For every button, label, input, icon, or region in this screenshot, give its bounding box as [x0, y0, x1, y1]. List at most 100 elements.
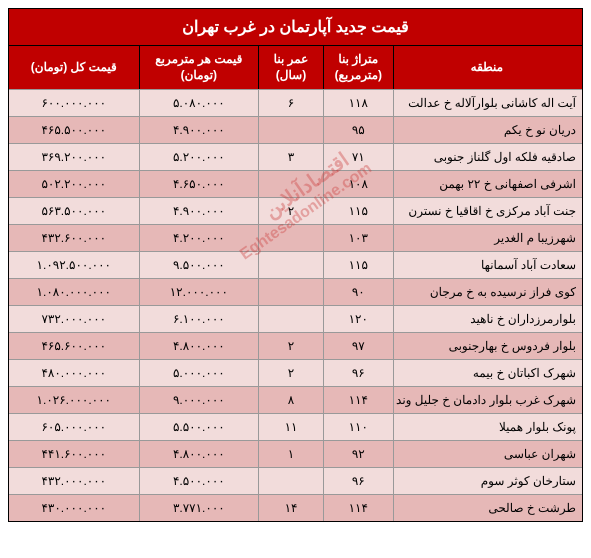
table-row: سعادت آباد آسمانها۱۱۵ ۹.۵۰۰.۰۰۰۱.۰۹۲.۵۰۰.…	[9, 251, 582, 278]
cell-region: ستارخان کوثر سوم	[393, 467, 582, 494]
cell-age	[258, 305, 323, 332]
col-header-price-sqm: قیمت هر مترمربع (تومان)	[139, 46, 259, 89]
cell-age: ۲	[258, 359, 323, 386]
cell-region: صادقیه فلکه اول گلناز جنوبی	[393, 143, 582, 170]
table-row: صادقیه فلکه اول گلناز جنوبی۷۱۳۵.۲۰۰.۰۰۰۳…	[9, 143, 582, 170]
cell-price-total: ۱.۰۹۲.۵۰۰.۰۰۰	[9, 251, 139, 278]
cell-region: شهرک اکباتان خ بیمه	[393, 359, 582, 386]
cell-price-sqm: ۴.۹۰۰.۰۰۰	[139, 116, 259, 143]
cell-area: ۱۱۰	[323, 413, 393, 440]
col-header-price-total: قیمت کل (تومان)	[9, 46, 139, 89]
cell-price-sqm: ۴.۵۰۰.۰۰۰	[139, 467, 259, 494]
cell-age: ۶	[258, 89, 323, 116]
cell-price-sqm: ۴.۸۰۰.۰۰۰	[139, 332, 259, 359]
table-row: جنت آباد مرکزی خ اقاقیا خ نسترن۱۱۵۲۴.۹۰۰…	[9, 197, 582, 224]
cell-age	[258, 116, 323, 143]
cell-region: سعادت آباد آسمانها	[393, 251, 582, 278]
cell-region: جنت آباد مرکزی خ اقاقیا خ نسترن	[393, 197, 582, 224]
cell-area: ۱۰۳	[323, 224, 393, 251]
table-row: دریان نو خ یکم۹۵۴.۹۰۰.۰۰۰۴۶۵.۵۰۰.۰۰۰	[9, 116, 582, 143]
table-row: اشرفی اصفهانی خ ۲۲ بهمن۱۰۸۴.۶۵۰.۰۰۰۵۰۲.۲…	[9, 170, 582, 197]
cell-price-sqm: ۵.۲۰۰.۰۰۰	[139, 143, 259, 170]
cell-price-total: ۴۸۰.۰۰۰.۰۰۰	[9, 359, 139, 386]
table-header: منطقه متراژ بنا (مترمربع) عمر بنا (سال) …	[9, 46, 582, 89]
cell-age	[258, 467, 323, 494]
cell-region: بلوار فردوس خ بهارجنوبی	[393, 332, 582, 359]
cell-region: شهرک غرب بلوار دادمان خ جلیل وند	[393, 386, 582, 413]
table-row: شهرک اکباتان خ بیمه۹۶۲۵.۰۰۰.۰۰۰۴۸۰.۰۰۰.۰…	[9, 359, 582, 386]
cell-age	[258, 224, 323, 251]
table-row: شهرک غرب بلوار دادمان خ جلیل وند۱۱۴۸۹.۰۰…	[9, 386, 582, 413]
cell-age: ۱۱	[258, 413, 323, 440]
cell-price-sqm: ۵.۰۸۰.۰۰۰	[139, 89, 259, 116]
cell-price-total: ۶۰۵.۰۰۰.۰۰۰	[9, 413, 139, 440]
cell-price-total: ۴۴۱.۶۰۰.۰۰۰	[9, 440, 139, 467]
cell-region: شهران عباسی	[393, 440, 582, 467]
cell-age: ۲	[258, 197, 323, 224]
table-row: کوی فراز نرسیده به خ مرجان۹۰ ۱۲.۰۰۰.۰۰۰۱.…	[9, 278, 582, 305]
cell-price-total: ۵۶۳.۵۰۰.۰۰۰	[9, 197, 139, 224]
cell-region: پونک بلوار همیلا	[393, 413, 582, 440]
cell-price-total: ۱.۰۲۶.۰۰۰.۰۰۰	[9, 386, 139, 413]
col-header-age: عمر بنا (سال)	[258, 46, 323, 89]
cell-area: ۱۱۸	[323, 89, 393, 116]
cell-area: ۹۶	[323, 467, 393, 494]
cell-age: ۳	[258, 143, 323, 170]
cell-region: کوی فراز نرسیده به خ مرجان	[393, 278, 582, 305]
price-table: قیمت جدید آپارتمان در غرب تهران منطقه مت…	[8, 8, 583, 522]
cell-area: ۹۵	[323, 116, 393, 143]
cell-price-sqm: ۴.۸۰۰.۰۰۰	[139, 440, 259, 467]
table-body: آیت اله کاشانی بلوارآلاله خ عدالت۱۱۸۶۵.۰…	[9, 89, 582, 521]
cell-price-total: ۴۳۲.۰۰۰.۰۰۰	[9, 467, 139, 494]
table-row: ستارخان کوثر سوم۹۶ ۴.۵۰۰.۰۰۰۴۳۲.۰۰۰.۰۰۰	[9, 467, 582, 494]
cell-price-sqm: ۹.۰۰۰.۰۰۰	[139, 386, 259, 413]
cell-area: ۷۱	[323, 143, 393, 170]
cell-price-sqm: ۹.۵۰۰.۰۰۰	[139, 251, 259, 278]
cell-age	[258, 278, 323, 305]
cell-region: طرشت خ صالحی	[393, 494, 582, 521]
cell-price-sqm: ۴.۲۰۰.۰۰۰	[139, 224, 259, 251]
table-title: قیمت جدید آپارتمان در غرب تهران	[9, 9, 582, 46]
table-row: شهرزیبا م الغدیر۱۰۳ ۴.۲۰۰.۰۰۰۴۳۲.۶۰۰.۰۰۰	[9, 224, 582, 251]
cell-area: ۹۰	[323, 278, 393, 305]
cell-price-total: ۶۰۰.۰۰۰.۰۰۰	[9, 89, 139, 116]
cell-price-sqm: ۴.۶۵۰.۰۰۰	[139, 170, 259, 197]
cell-price-sqm: ۵.۵۰۰.۰۰۰	[139, 413, 259, 440]
cell-price-sqm: ۵.۰۰۰.۰۰۰	[139, 359, 259, 386]
cell-area: ۹۲	[323, 440, 393, 467]
cell-price-total: ۴۳۲.۶۰۰.۰۰۰	[9, 224, 139, 251]
col-header-area: متراژ بنا (مترمربع)	[323, 46, 393, 89]
table-row: بلوار فردوس خ بهارجنوبی۹۷۲۴.۸۰۰.۰۰۰۴۶۵.۶…	[9, 332, 582, 359]
cell-price-sqm: ۱۲.۰۰۰.۰۰۰	[139, 278, 259, 305]
cell-price-total: ۱.۰۸۰.۰۰۰.۰۰۰	[9, 278, 139, 305]
cell-price-sqm: ۳.۷۷۱.۰۰۰	[139, 494, 259, 521]
cell-age: ۸	[258, 386, 323, 413]
cell-area: ۱۲۰	[323, 305, 393, 332]
table-row: بلوارمرزداران خ ناهید۱۲۰ ۶.۱۰۰.۰۰۰۷۳۲.۰۰۰…	[9, 305, 582, 332]
cell-area: ۹۶	[323, 359, 393, 386]
cell-price-total: ۳۶۹.۲۰۰.۰۰۰	[9, 143, 139, 170]
cell-area: ۱۱۴	[323, 494, 393, 521]
cell-price-total: ۷۳۲.۰۰۰.۰۰۰	[9, 305, 139, 332]
cell-region: شهرزیبا م الغدیر	[393, 224, 582, 251]
cell-price-sqm: ۴.۹۰۰.۰۰۰	[139, 197, 259, 224]
cell-region: اشرفی اصفهانی خ ۲۲ بهمن	[393, 170, 582, 197]
table-row: آیت اله کاشانی بلوارآلاله خ عدالت۱۱۸۶۵.۰…	[9, 89, 582, 116]
table-row: طرشت خ صالحی۱۱۴۱۴۳.۷۷۱.۰۰۰۴۳۰.۰۰۰.۰۰۰	[9, 494, 582, 521]
cell-region: آیت اله کاشانی بلوارآلاله خ عدالت	[393, 89, 582, 116]
cell-area: ۱۱۵	[323, 251, 393, 278]
cell-age: ۲	[258, 332, 323, 359]
cell-age: ۱	[258, 440, 323, 467]
cell-price-total: ۴۳۰.۰۰۰.۰۰۰	[9, 494, 139, 521]
cell-price-total: ۴۶۵.۵۰۰.۰۰۰	[9, 116, 139, 143]
col-header-region: منطقه	[393, 46, 582, 89]
cell-price-total: ۴۶۵.۶۰۰.۰۰۰	[9, 332, 139, 359]
cell-area: ۱۱۵	[323, 197, 393, 224]
cell-price-sqm: ۶.۱۰۰.۰۰۰	[139, 305, 259, 332]
cell-age	[258, 170, 323, 197]
cell-area: ۱۰۸	[323, 170, 393, 197]
table-row: پونک بلوار همیلا۱۱۰۱۱۵.۵۰۰.۰۰۰۶۰۵.۰۰۰.۰۰…	[9, 413, 582, 440]
cell-area: ۱۱۴	[323, 386, 393, 413]
cell-age	[258, 251, 323, 278]
cell-region: بلوارمرزداران خ ناهید	[393, 305, 582, 332]
